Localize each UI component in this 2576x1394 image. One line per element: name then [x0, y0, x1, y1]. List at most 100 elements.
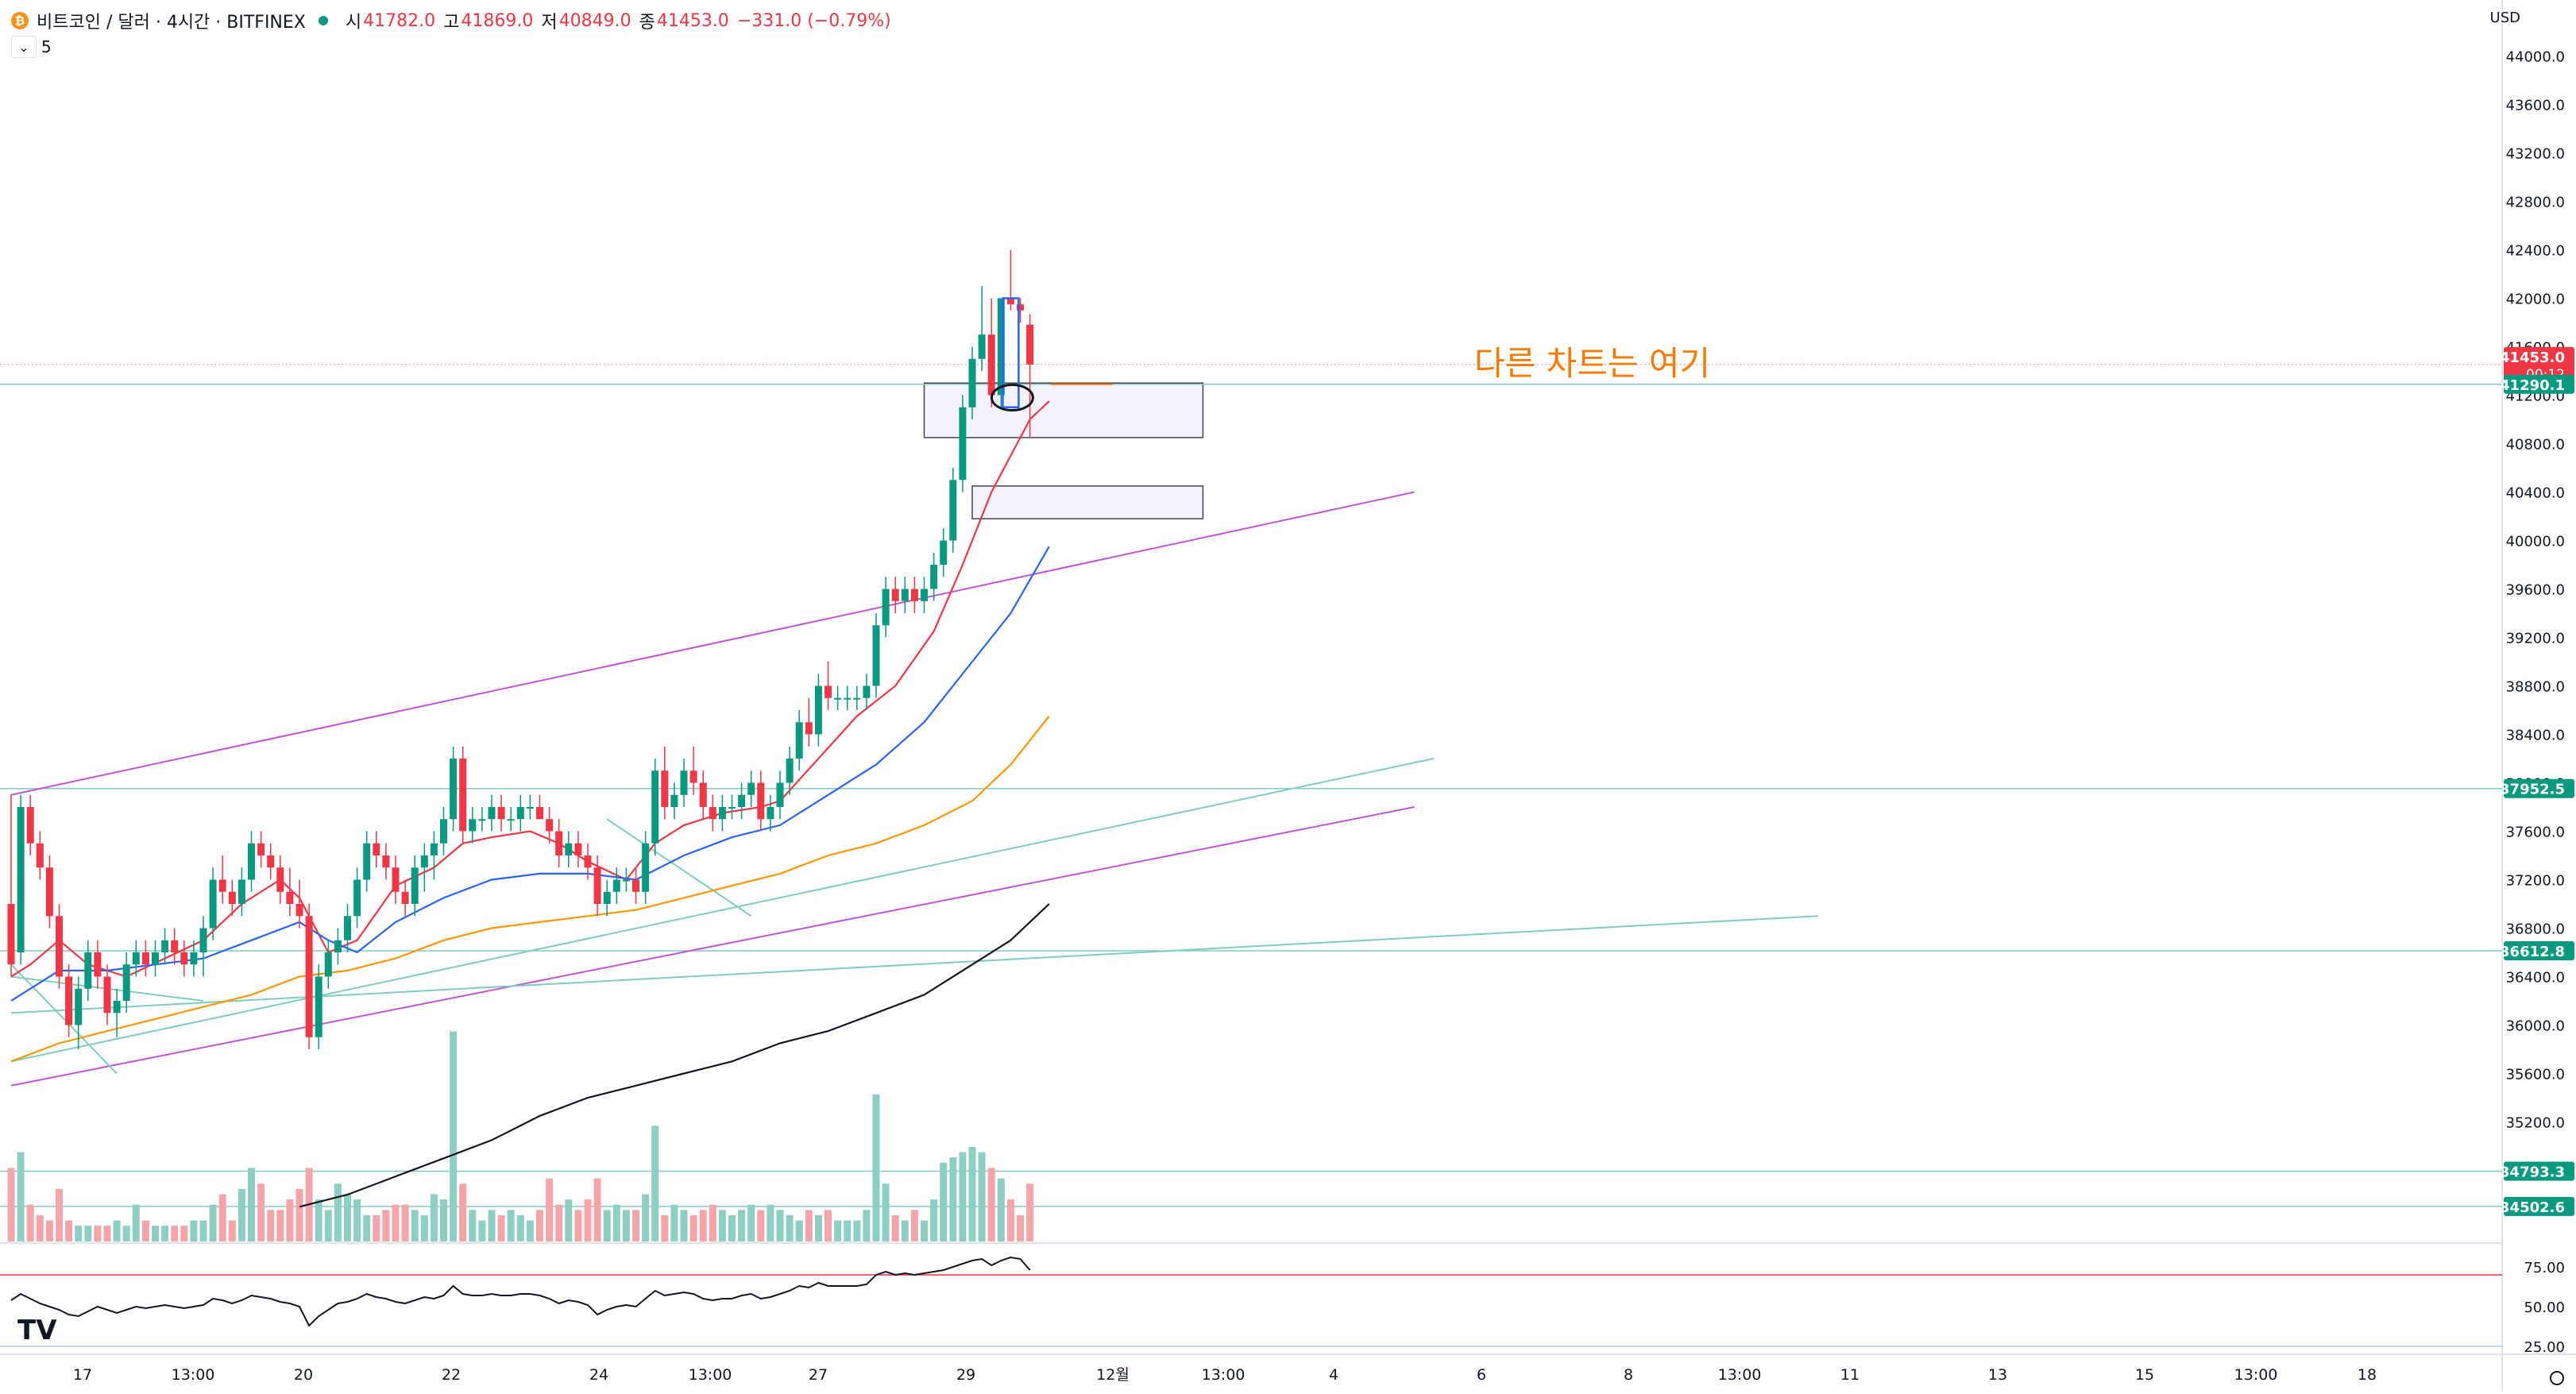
indicator-toggle[interactable]: ⌄ 5: [11, 35, 52, 59]
bitcoin-icon: ₿: [11, 12, 29, 29]
candle-body: [872, 625, 880, 686]
candle-body: [825, 685, 832, 698]
time-tick-label: 12월: [1096, 1366, 1130, 1384]
price-badge: [2504, 1161, 2574, 1181]
candle-body: [420, 855, 428, 868]
volume-bar: [872, 1094, 880, 1241]
candle-body: [56, 916, 63, 977]
candle-body: [959, 407, 967, 481]
volume-bar: [363, 1214, 371, 1241]
time-tick-label: 20: [294, 1366, 313, 1384]
candle-body: [805, 722, 813, 735]
volume-bar: [776, 1210, 784, 1241]
volume-bar: [228, 1220, 236, 1241]
candle-body: [382, 855, 390, 868]
volume-bar: [171, 1226, 179, 1241]
volume-bar: [382, 1210, 390, 1241]
price-tick-label: 36400.0: [2506, 970, 2565, 987]
candle-body: [450, 759, 458, 820]
volume-bar: [276, 1210, 284, 1241]
volume-bar: [901, 1220, 909, 1241]
price-tick-label: 42800.0: [2506, 195, 2565, 211]
price-tick-label: 36800.0: [2506, 921, 2565, 938]
currency-label[interactable]: USD: [2489, 10, 2520, 26]
candle-body: [593, 867, 601, 904]
low-value: 40849.0: [558, 10, 631, 31]
volume-bar: [459, 1184, 467, 1241]
market-status-icon: [318, 16, 328, 25]
volume-bar: [930, 1199, 938, 1241]
high-label: 고: [443, 13, 460, 33]
time-tick-label: 22: [442, 1366, 461, 1384]
volume-bar: [565, 1199, 573, 1241]
candle-body: [161, 940, 169, 952]
volume-bar: [526, 1220, 534, 1241]
moving-average-2: [10, 715, 1050, 1063]
gear-icon: [2550, 1371, 2564, 1385]
chevron-down-icon[interactable]: ⌄: [11, 36, 37, 58]
volume-bar: [199, 1220, 207, 1241]
volume-bar: [795, 1220, 803, 1241]
volume-bar: [747, 1204, 755, 1241]
candle-body: [75, 988, 83, 1025]
candle-body: [814, 685, 822, 735]
volume-bar: [940, 1162, 948, 1241]
time-tick-label: 18: [2358, 1366, 2377, 1384]
candle-body: [103, 976, 111, 1014]
time-tick-label: 17: [73, 1366, 92, 1384]
price-badge-label: 34793.3: [2500, 1164, 2565, 1181]
highlight-box: [1002, 297, 1020, 408]
candle-body: [430, 843, 438, 855]
candle-body: [113, 1001, 121, 1014]
volume-bar: [536, 1210, 543, 1241]
volume-bar: [75, 1226, 83, 1241]
candle-body: [324, 952, 332, 977]
price-tick-label: 43600.0: [2506, 98, 2565, 114]
time-tick-label: 13:00: [1718, 1366, 1762, 1384]
volume-bar: [469, 1210, 477, 1241]
candle-body: [497, 807, 505, 820]
volume-bar: [132, 1204, 140, 1241]
volume-bar: [209, 1204, 217, 1241]
candle-body: [440, 819, 447, 844]
candle-body: [363, 843, 371, 880]
volume-bar: [1017, 1214, 1024, 1241]
high-value: 41869.0: [461, 10, 534, 31]
volume-bar: [584, 1199, 592, 1241]
volume-bar: [767, 1204, 774, 1241]
price-tick-label: 36000.0: [2506, 1018, 2565, 1035]
symbol-title[interactable]: 비트코인 / 달러 · 4시간 · BITFINEX: [37, 13, 306, 33]
candle-body: [295, 904, 303, 917]
candle-body: [997, 298, 1005, 396]
volume-bar: [507, 1210, 515, 1241]
candle-body: [882, 589, 890, 626]
candle-body: [199, 928, 207, 952]
volume-bar: [978, 1152, 986, 1241]
candle-body: [574, 843, 582, 855]
volume-bar: [94, 1226, 102, 1241]
volume-bar: [814, 1214, 822, 1241]
symbol-header: ₿ 비트코인 / 달러 · 4시간 · BITFINEX 시 41782.0 고…: [11, 6, 899, 35]
candle-body: [921, 589, 928, 601]
candle-body: [968, 358, 976, 407]
price-badge-label: 36612.8: [2500, 944, 2565, 960]
volume-bar: [248, 1168, 255, 1241]
volume-bar: [689, 1214, 697, 1241]
close-value: 41453.0: [656, 10, 729, 31]
candle-body: [767, 807, 774, 820]
volume-bar: [670, 1204, 678, 1241]
candle-body: [459, 759, 467, 832]
volume-bar: [680, 1210, 688, 1241]
price-badge: [2504, 374, 2574, 394]
volume-bar: [844, 1220, 852, 1241]
volume-bar: [882, 1184, 890, 1241]
candle-body: [718, 807, 726, 820]
volume-bar: [497, 1214, 505, 1241]
volume-bar: [757, 1210, 765, 1241]
low-label: 저: [541, 13, 558, 33]
candle-body: [795, 722, 803, 759]
volume-bar: [786, 1214, 794, 1241]
price-badge-label: 41453.0: [2500, 349, 2565, 366]
